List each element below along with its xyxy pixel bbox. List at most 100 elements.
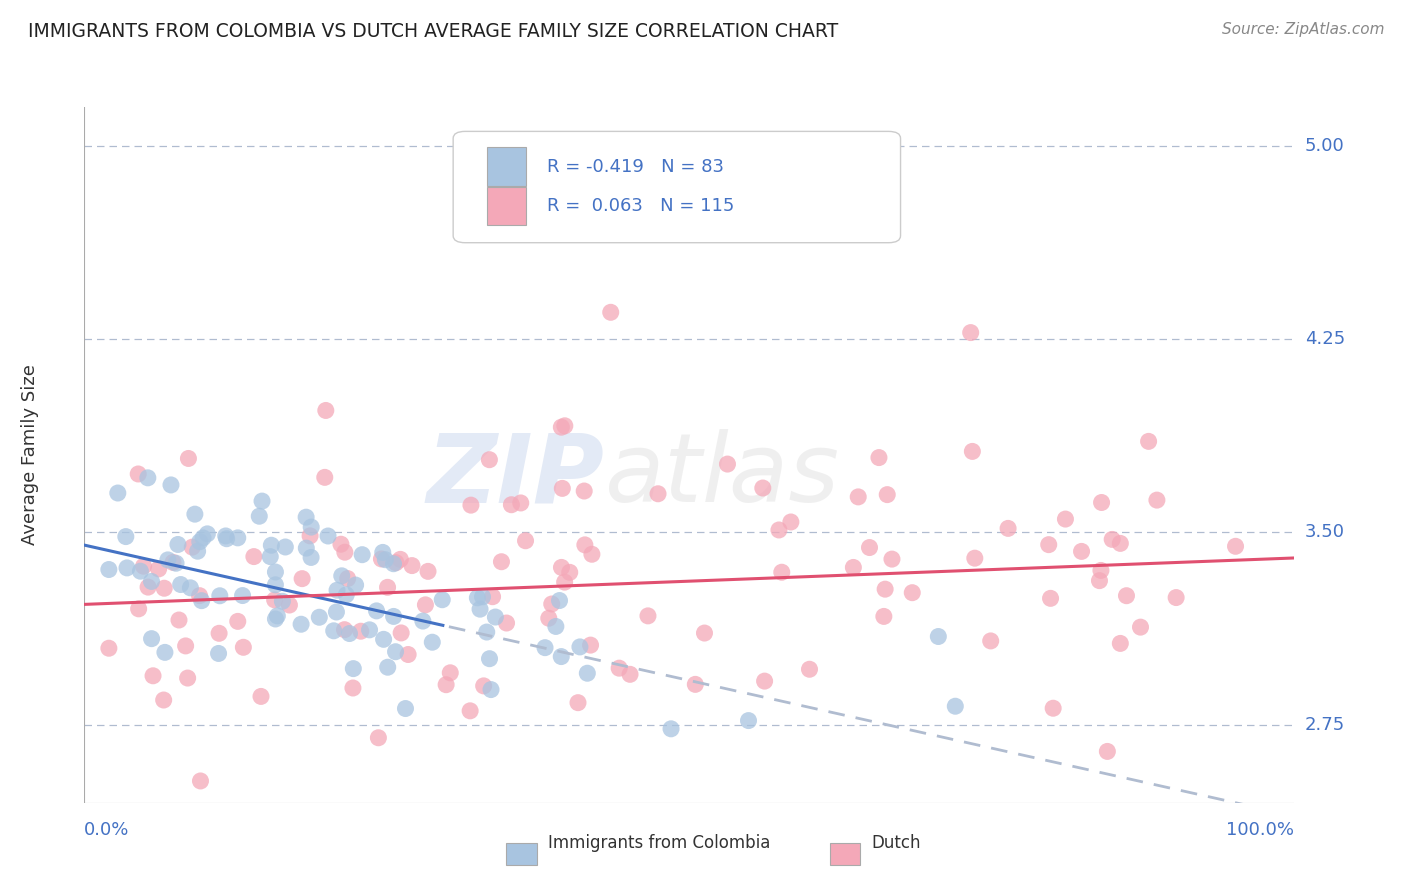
Point xyxy=(156,553,179,567)
Point xyxy=(322,624,344,638)
Point xyxy=(367,731,389,745)
Point xyxy=(336,572,359,586)
Point xyxy=(264,578,287,592)
Point xyxy=(1146,493,1168,508)
Text: Average Family Size: Average Family Size xyxy=(21,365,39,545)
Point xyxy=(1101,533,1123,547)
Point xyxy=(342,662,364,676)
Point xyxy=(141,632,163,646)
Point xyxy=(434,678,457,692)
Point xyxy=(540,597,562,611)
Point xyxy=(107,486,129,500)
Point xyxy=(579,638,602,652)
Point xyxy=(325,605,347,619)
Point xyxy=(554,575,576,590)
Point xyxy=(385,556,408,570)
Point xyxy=(567,696,589,710)
Point xyxy=(264,565,287,579)
Point xyxy=(481,590,503,604)
Point xyxy=(316,529,339,543)
Point xyxy=(250,494,273,508)
Point xyxy=(148,562,170,576)
Point xyxy=(326,583,349,598)
Point xyxy=(165,556,187,570)
Point xyxy=(271,594,294,608)
Point xyxy=(359,623,381,637)
Point xyxy=(366,604,388,618)
Point xyxy=(460,498,482,512)
Point xyxy=(550,560,572,574)
Point xyxy=(659,722,682,736)
Point xyxy=(389,552,412,566)
Point xyxy=(754,674,776,689)
Point xyxy=(167,613,190,627)
Point xyxy=(352,548,374,562)
Point xyxy=(295,541,318,555)
Point xyxy=(752,481,775,495)
Point xyxy=(581,547,603,561)
Point xyxy=(373,632,395,647)
Point xyxy=(350,624,373,639)
Point xyxy=(97,641,120,656)
Text: R =  0.063   N = 115: R = 0.063 N = 115 xyxy=(547,197,735,215)
Point xyxy=(190,593,212,607)
Point xyxy=(558,566,581,580)
Point xyxy=(266,608,288,623)
Point xyxy=(685,677,707,691)
Point xyxy=(335,588,357,602)
Point xyxy=(136,471,159,485)
Point xyxy=(471,590,494,604)
Point xyxy=(858,541,880,555)
Point xyxy=(1088,574,1111,588)
Point xyxy=(901,585,924,599)
Point xyxy=(132,559,155,574)
Point xyxy=(299,529,322,543)
Point xyxy=(467,591,489,605)
Point xyxy=(136,580,159,594)
Text: Dutch: Dutch xyxy=(872,834,921,852)
Point xyxy=(389,626,412,640)
Point xyxy=(768,523,790,537)
Point xyxy=(330,537,353,551)
Text: 3.50: 3.50 xyxy=(1305,524,1344,541)
Point xyxy=(479,682,502,697)
Point xyxy=(574,538,596,552)
Text: 0.0%: 0.0% xyxy=(84,821,129,838)
Point xyxy=(259,549,281,564)
Point xyxy=(181,540,204,554)
Point xyxy=(371,545,394,559)
Point xyxy=(128,602,150,616)
Text: 4.25: 4.25 xyxy=(1305,330,1346,348)
Point xyxy=(274,540,297,554)
Point xyxy=(468,602,491,616)
Point xyxy=(943,699,966,714)
Point xyxy=(432,592,454,607)
Point xyxy=(176,671,198,685)
Point xyxy=(1109,636,1132,650)
Point xyxy=(127,467,149,481)
Point xyxy=(160,478,183,492)
Point xyxy=(1129,620,1152,634)
Point xyxy=(927,630,949,644)
Point xyxy=(770,566,793,580)
Point xyxy=(980,634,1002,648)
Point xyxy=(873,609,896,624)
Point xyxy=(295,510,318,524)
Point xyxy=(876,488,898,502)
Point xyxy=(114,530,136,544)
Point xyxy=(226,615,249,629)
Point xyxy=(382,557,405,571)
Point xyxy=(501,498,523,512)
Point xyxy=(647,487,669,501)
Text: IMMIGRANTS FROM COLOMBIA VS DUTCH AVERAGE FAMILY SIZE CORRELATION CHART: IMMIGRANTS FROM COLOMBIA VS DUTCH AVERAG… xyxy=(28,22,838,41)
Point xyxy=(568,640,591,654)
Point xyxy=(875,582,897,596)
Point xyxy=(184,507,207,521)
Point xyxy=(478,452,501,467)
Text: 5.00: 5.00 xyxy=(1305,136,1344,154)
Point xyxy=(215,529,238,543)
Point xyxy=(260,538,283,552)
Point xyxy=(1109,536,1132,550)
Point xyxy=(478,651,501,665)
Point xyxy=(344,578,367,592)
